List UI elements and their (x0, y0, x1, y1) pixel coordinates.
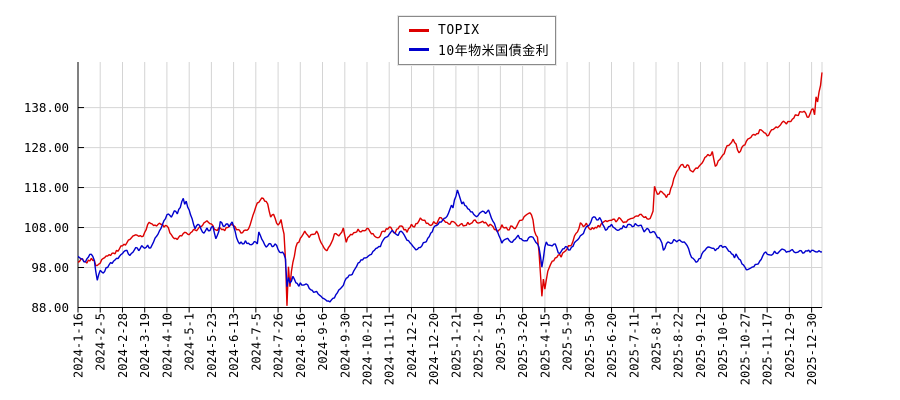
topix-line (77, 72, 823, 306)
x-tick-label: 2024-2-28 (116, 313, 130, 378)
y-tick-label: 128.00 (24, 140, 69, 155)
legend-item-bond-yield: 10年物米国債金利 (399, 40, 555, 59)
axes (77, 62, 822, 308)
x-tick-label: 2024-9-30 (338, 313, 352, 378)
x-tick-label: 2024-10-21 (361, 313, 375, 385)
x-tick-label: 2025-3-5 (494, 313, 508, 371)
x-tick-label: 2025-5-9 (561, 313, 575, 371)
x-tick-label: 2025-7-11 (627, 313, 641, 378)
x-tick-label: 2024-2-5 (94, 313, 108, 371)
x-tick-label: 2024-12-20 (427, 313, 441, 385)
x-tick-label: 2024-1-16 (72, 313, 86, 378)
x-tick-label: 2025-8-1 (650, 313, 664, 371)
x-tick-label: 2024-7-26 (272, 313, 286, 378)
y-tick-label: 118.00 (24, 180, 69, 195)
y-tick-label: 98.00 (31, 260, 69, 275)
x-tick-label: 2025-9-12 (694, 313, 708, 378)
legend-box: TOPIX 10年物米国債金利 (398, 16, 556, 65)
x-tick-label: 2024-3-19 (138, 313, 152, 378)
series-lines (77, 72, 823, 306)
x-tick-label: 2025-5-30 (583, 313, 597, 378)
x-tick-label: 2025-6-20 (605, 313, 619, 378)
x-tick-label: 2024-9-6 (316, 313, 330, 371)
gridlines (78, 62, 823, 308)
x-tick-label: 2025-1-21 (449, 313, 463, 378)
x-tick-label: 2024-5-1 (183, 313, 197, 371)
x-tick-label: 2025-4-15 (538, 313, 552, 378)
x-tick-label: 2025-10-27 (738, 313, 752, 385)
x-tick-label: 2024-6-13 (227, 313, 241, 378)
x-tick-label: 2024-5-23 (205, 313, 219, 378)
x-tick-label: 2025-12-30 (805, 313, 819, 385)
x-tick-label: 2024-11-11 (383, 313, 397, 385)
x-tick-label: 2024-4-10 (160, 313, 174, 378)
y-tick-label: 138.00 (24, 100, 69, 115)
topix-line-sample-icon (409, 29, 429, 32)
x-tick-label: 2024-8-16 (294, 313, 308, 378)
bond-yield-line-sample-icon (409, 48, 429, 51)
legend-label-bond-yield: 10年物米国債金利 (438, 44, 550, 59)
x-tick-label: 2024-12-2 (405, 313, 419, 378)
x-tick-label: 2025-2-10 (472, 313, 486, 378)
tick-marks (77, 107, 813, 313)
legend-label-topix: TOPIX (438, 23, 480, 38)
x-tick-label: 2025-10-6 (716, 313, 730, 378)
us10y-bond-yield-line (77, 189, 823, 303)
y-axis-labels: 88.00 98.00 108.00 118.00 128.00 138.00 (24, 100, 69, 315)
x-axis-labels: 2024-1-16 2024-2-5 2024-2-28 2024-3-19 2024-… (72, 313, 820, 385)
x-tick-label: 2025-11-17 (761, 313, 775, 385)
legend-item-topix: TOPIX (399, 21, 555, 40)
x-tick-label: 2025-8-22 (672, 313, 686, 378)
x-tick-label: 2025-3-26 (516, 313, 530, 378)
x-tick-label: 2025-12-9 (783, 313, 797, 378)
y-tick-label: 88.00 (31, 300, 69, 315)
y-tick-label: 108.00 (24, 220, 69, 235)
x-tick-label: 2024-7-5 (249, 313, 263, 371)
